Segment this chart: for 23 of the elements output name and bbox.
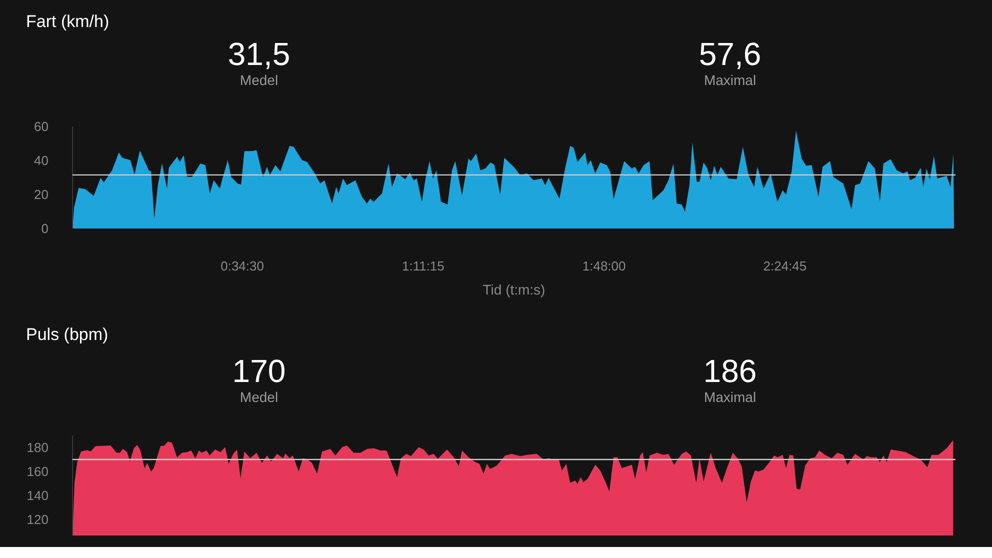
text: 57,6: [698, 36, 762, 72]
text: Maximal: [702, 389, 758, 405]
text: 186: [702, 353, 758, 389]
x-tick-label: 1:48:00: [582, 258, 626, 274]
x-axis-title: Tid (t:m:s): [482, 282, 546, 298]
chart-title: Puls (bpm): [25, 324, 108, 346]
y-tick-label: 140: [26, 488, 49, 504]
y-tick-label: 120: [26, 512, 49, 528]
x-tick-label: 2:24:45: [763, 258, 807, 274]
y-tick-label: 60: [34, 119, 49, 134]
y-tick-label: 0: [41, 221, 49, 236]
x-tick-label: 0:34:30: [220, 258, 264, 274]
text: 31,5: [226, 36, 292, 72]
y-tick-label: 180: [26, 440, 49, 456]
text: Medel: [238, 389, 280, 405]
text: 170: [231, 353, 287, 389]
text: Maximal: [702, 72, 758, 88]
chart-title: Fart (km/h): [25, 11, 110, 33]
y-tick-label: 40: [34, 153, 49, 168]
text: Medel: [238, 72, 280, 88]
y-tick-label: 160: [26, 464, 49, 480]
x-tick-label: 1:11:15: [402, 258, 444, 274]
y-tick-label: 20: [34, 187, 49, 202]
